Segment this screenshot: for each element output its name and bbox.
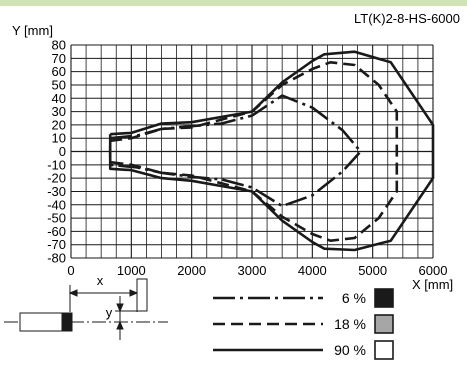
y-tick-label: 10	[52, 131, 66, 146]
y-tick-label: 60	[52, 64, 66, 79]
sensor-diagram	[4, 278, 168, 340]
y-tick-label: -70	[47, 237, 66, 252]
y-arrow-top	[116, 303, 124, 313]
y-tick-label: 0	[59, 144, 66, 159]
x-arrow-left	[68, 289, 78, 297]
y-tick-label: -40	[47, 197, 66, 212]
grid	[70, 44, 434, 259]
y-tick-labels: 80706050403020100-10-20-30-40-50-60-70-8…	[47, 38, 66, 266]
series-line-18-pct	[108, 61, 399, 242]
legend-label: 18 %	[334, 316, 366, 332]
y-tick-label: 30	[52, 104, 66, 119]
y-tick-label: 50	[52, 77, 66, 92]
series-line-90-pct	[108, 50, 435, 252]
y-tick-label: -50	[47, 211, 66, 226]
model-label: LT(K)2-8-HS-6000	[354, 11, 460, 26]
y-arrow-bottom	[116, 320, 124, 330]
legend: 6 % 18 % 90 %	[213, 288, 394, 360]
x-tick-label: 1000	[117, 263, 146, 278]
legend-label: 90 %	[334, 342, 366, 358]
x-axis-label: X [mm]	[412, 277, 453, 292]
y-axis-label: Y [mm]	[12, 23, 53, 38]
y-tick-label: -20	[47, 171, 66, 186]
x-tick-labels: 0 1000 2000 3000 4000 5000 6000	[67, 263, 447, 278]
y-tick-label: -10	[47, 157, 66, 172]
x-arrow-right	[129, 289, 139, 297]
y-tick-label: -80	[47, 251, 66, 266]
legend-swatch	[374, 340, 394, 360]
x-tick-label: 6000	[419, 263, 448, 278]
header-band	[0, 0, 467, 6]
x-tick-label: 4000	[298, 263, 327, 278]
legend-swatch	[374, 288, 394, 308]
y-tick-label: -60	[47, 224, 66, 239]
series-curves	[108, 50, 435, 252]
y-tick-label: 80	[52, 38, 66, 53]
legend-swatch	[374, 314, 394, 334]
y-tick-label: 20	[52, 117, 66, 132]
x-tick-label: 0	[67, 263, 74, 278]
y-tick-label: 70	[52, 51, 66, 66]
x-tick-label: 3000	[238, 263, 267, 278]
x-tick-label: 5000	[358, 263, 387, 278]
sensor-lens	[61, 312, 73, 332]
x-dimension-label: x	[97, 273, 104, 288]
y-tick-label: -30	[47, 184, 66, 199]
reflector-target	[136, 278, 148, 312]
y-tick-label: 40	[52, 91, 66, 106]
y-dimension-label: y	[106, 305, 113, 320]
legend-label: 6 %	[342, 290, 366, 306]
x-tick-label: 2000	[177, 263, 206, 278]
